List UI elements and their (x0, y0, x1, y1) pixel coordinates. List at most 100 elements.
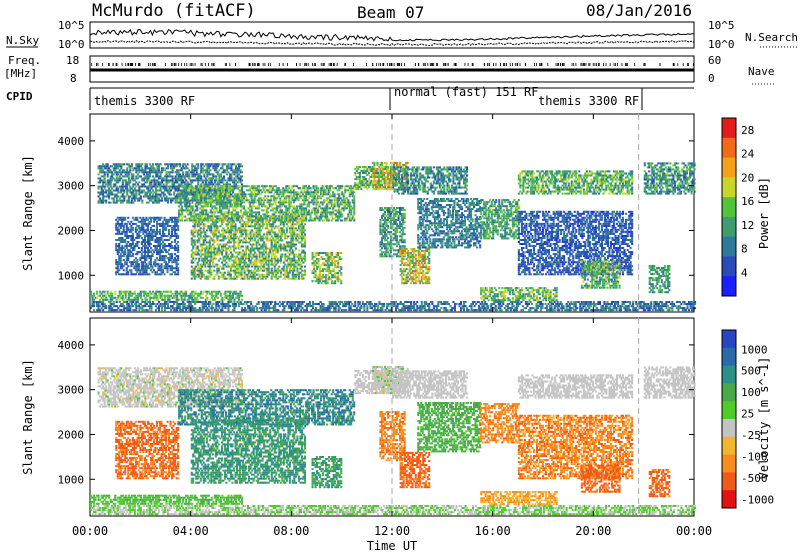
heatmap-cell (146, 243, 149, 245)
heatmap-cell (173, 187, 176, 190)
heatmap-cell (237, 211, 240, 214)
heatmap-cell (669, 307, 672, 310)
heatmap-cell (376, 305, 379, 308)
heatmap-cell (330, 201, 333, 204)
heatmap-cell (129, 301, 132, 303)
heatmap-cell (210, 183, 213, 186)
heatmap-cell (97, 301, 100, 303)
heatmap-cell (183, 175, 186, 178)
heatmap-cell (338, 189, 341, 192)
heatmap-cell (431, 301, 434, 303)
heatmap-cell (317, 201, 320, 204)
heatmap-cell (151, 253, 154, 256)
heatmap-cell (91, 301, 94, 303)
heatmap-cell (177, 249, 180, 252)
heatmap-cell (215, 169, 218, 172)
heatmap-cell (136, 169, 139, 172)
heatmap-cell (505, 305, 508, 308)
heatmap-cell (443, 303, 446, 305)
heatmap-cell (139, 169, 142, 172)
heatmap-cell (159, 216, 162, 219)
heatmap-cell (329, 201, 332, 204)
heatmap-cell (292, 185, 295, 188)
heatmap-cell (683, 301, 686, 303)
heatmap-cell (303, 207, 306, 210)
heatmap-cell (280, 201, 283, 204)
heatmap-cell (141, 169, 144, 172)
heatmap-cell (152, 230, 155, 233)
heatmap-cell (177, 226, 180, 229)
heatmap-cell (140, 247, 143, 249)
heatmap-cell (161, 303, 164, 305)
heatmap-cell (120, 163, 123, 166)
heatmap-cell (521, 309, 524, 312)
heatmap-cell (103, 167, 106, 170)
heatmap-cell (136, 261, 139, 264)
heatmap-cell (227, 167, 230, 170)
heatmap-cell (204, 298, 207, 301)
heatmap-cell (437, 303, 440, 305)
heatmap-cell (329, 187, 332, 190)
heatmap-cell (235, 169, 238, 172)
heatmap-cell (160, 257, 163, 260)
heatmap-cell (258, 211, 261, 214)
heatmap-cell (131, 253, 134, 256)
heatmap-cell (123, 199, 126, 202)
heatmap-cell (250, 193, 253, 196)
heatmap-cell (606, 305, 609, 308)
heatmap-cell (191, 179, 194, 182)
heatmap-cell (598, 303, 601, 305)
heatmap-cell (125, 226, 128, 229)
heatmap-cell (162, 230, 165, 233)
heatmap-cell (292, 201, 295, 204)
heatmap-cell (182, 171, 185, 174)
heatmap-cell (339, 301, 342, 303)
heatmap-cell (135, 301, 138, 303)
heatmap-cell (127, 189, 130, 192)
heatmap-cell (180, 294, 183, 297)
heatmap-cell (145, 241, 148, 243)
heatmap-cell (618, 305, 621, 308)
heatmap-cell (181, 209, 184, 212)
heatmap-cell (376, 307, 379, 310)
heatmap-cell (413, 305, 416, 308)
heatmap-cell (141, 199, 144, 202)
heatmap-cell (297, 197, 300, 200)
heatmap-cell (256, 185, 259, 188)
heatmap-cell (574, 305, 577, 308)
heatmap-cell (659, 307, 662, 310)
heatmap-cell (223, 205, 226, 208)
heatmap-cell (224, 305, 227, 308)
heatmap-cell (162, 290, 165, 293)
heatmap-cell (232, 205, 235, 208)
heatmap-cell (190, 201, 193, 204)
heatmap-cell (379, 307, 382, 310)
heatmap-cell (237, 187, 240, 190)
heatmap-cell (197, 181, 200, 184)
heatmap-cell (148, 195, 151, 198)
heatmap-cell (146, 237, 149, 239)
heatmap-cell (152, 224, 155, 227)
heatmap-cell (535, 305, 538, 308)
heatmap-cell (203, 175, 206, 178)
heatmap-cell (174, 177, 177, 180)
heatmap-cell (396, 305, 399, 308)
heatmap-cell (186, 175, 189, 178)
heatmap-cell (227, 199, 230, 202)
heatmap-cell (162, 257, 165, 260)
heatmap-cell (135, 307, 138, 310)
heatmap-cell (121, 224, 124, 227)
heatmap-cell (250, 307, 253, 310)
heatmap-cell (178, 215, 181, 218)
heatmap-cell (133, 167, 136, 170)
heatmap-cell (142, 265, 145, 268)
heatmap-cell (174, 249, 177, 252)
heatmap-cell (151, 303, 154, 305)
heatmap-cell (479, 303, 482, 305)
heatmap-cell (142, 220, 145, 223)
heatmap-cell (196, 205, 199, 208)
heatmap-cell (321, 207, 324, 210)
heatmap-cell (259, 189, 262, 192)
heatmap-cell (199, 213, 202, 216)
heatmap-cell (182, 298, 185, 301)
